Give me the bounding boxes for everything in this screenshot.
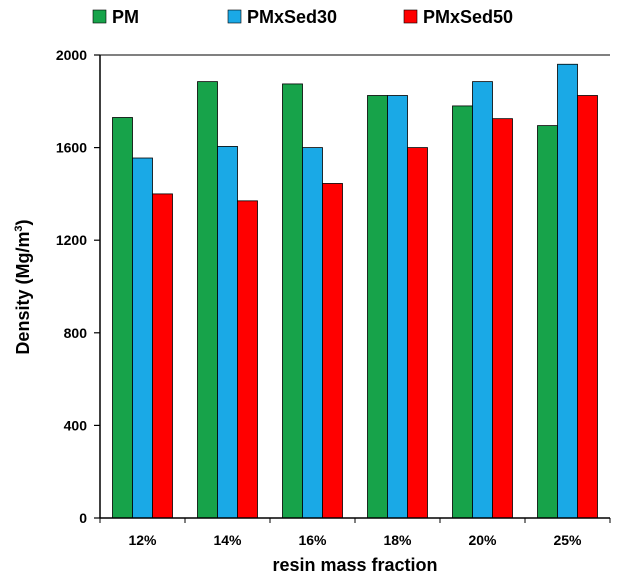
x-axis-title: resin mass fraction bbox=[272, 555, 437, 575]
legend-swatch-pm bbox=[92, 9, 107, 24]
x-tick-label: 16% bbox=[298, 532, 327, 548]
x-ticks: 12% 14% 16% 18% 20% 25% bbox=[99, 518, 611, 548]
bar-pm-3 bbox=[367, 95, 388, 519]
y-tick-label: 2000 bbox=[56, 47, 87, 63]
y-axis-title: Density (Mg/m3) bbox=[13, 219, 33, 354]
x-tick-label: 12% bbox=[128, 532, 157, 548]
x-tick-label: 25% bbox=[553, 532, 582, 548]
bar-pm-1 bbox=[197, 81, 218, 519]
y-tick-label: 1200 bbox=[56, 232, 87, 248]
legend-label-pm: PM bbox=[112, 7, 139, 27]
y-axis-title-main: Density (Mg/m bbox=[13, 232, 33, 355]
bar-pm-0 bbox=[112, 117, 133, 519]
bar-pmxsed50-4 bbox=[492, 118, 513, 519]
bar-pmxsed50-3 bbox=[407, 147, 428, 519]
y-axis-title-superscript: 3 bbox=[13, 225, 25, 231]
bar-pmxsed30-2 bbox=[302, 147, 323, 519]
bar-pmxsed30-0 bbox=[132, 157, 153, 519]
legend-label-pmxsed50: PMxSed50 bbox=[423, 7, 513, 27]
x-tick-label: 14% bbox=[213, 532, 242, 548]
bars bbox=[112, 63, 598, 519]
bar-pm-5 bbox=[537, 125, 558, 519]
bar-pmxsed30-5 bbox=[557, 63, 578, 519]
bar-pmxsed30-1 bbox=[217, 146, 238, 519]
bar-pm-4 bbox=[452, 105, 473, 519]
y-axis-title-close: ) bbox=[13, 219, 33, 225]
bar-pmxsed50-1 bbox=[237, 200, 258, 519]
bar-pmxsed50-5 bbox=[577, 95, 598, 519]
legend-label-pmxsed30: PMxSed30 bbox=[247, 7, 337, 27]
bar-pmxsed30-4 bbox=[472, 81, 493, 519]
bar-pmxsed50-0 bbox=[152, 193, 173, 519]
legend: PM PMxSed30 PMxSed50 bbox=[92, 7, 513, 27]
bar-pmxsed30-3 bbox=[387, 95, 408, 519]
y-tick-label: 800 bbox=[64, 325, 88, 341]
y-tick-label: 1600 bbox=[56, 140, 87, 156]
x-tick-label: 20% bbox=[468, 532, 497, 548]
y-tick-label: 0 bbox=[79, 510, 87, 526]
bar-pm-2 bbox=[282, 83, 303, 519]
x-tick-label: 18% bbox=[383, 532, 412, 548]
legend-swatch-pmxsed50 bbox=[403, 9, 418, 24]
y-ticks: 0 400 800 1200 1600 2000 bbox=[56, 47, 100, 526]
axes bbox=[99, 54, 610, 519]
bar-pmxsed50-2 bbox=[322, 183, 343, 519]
y-tick-label: 400 bbox=[64, 417, 88, 433]
legend-swatch-pmxsed30 bbox=[227, 9, 242, 24]
